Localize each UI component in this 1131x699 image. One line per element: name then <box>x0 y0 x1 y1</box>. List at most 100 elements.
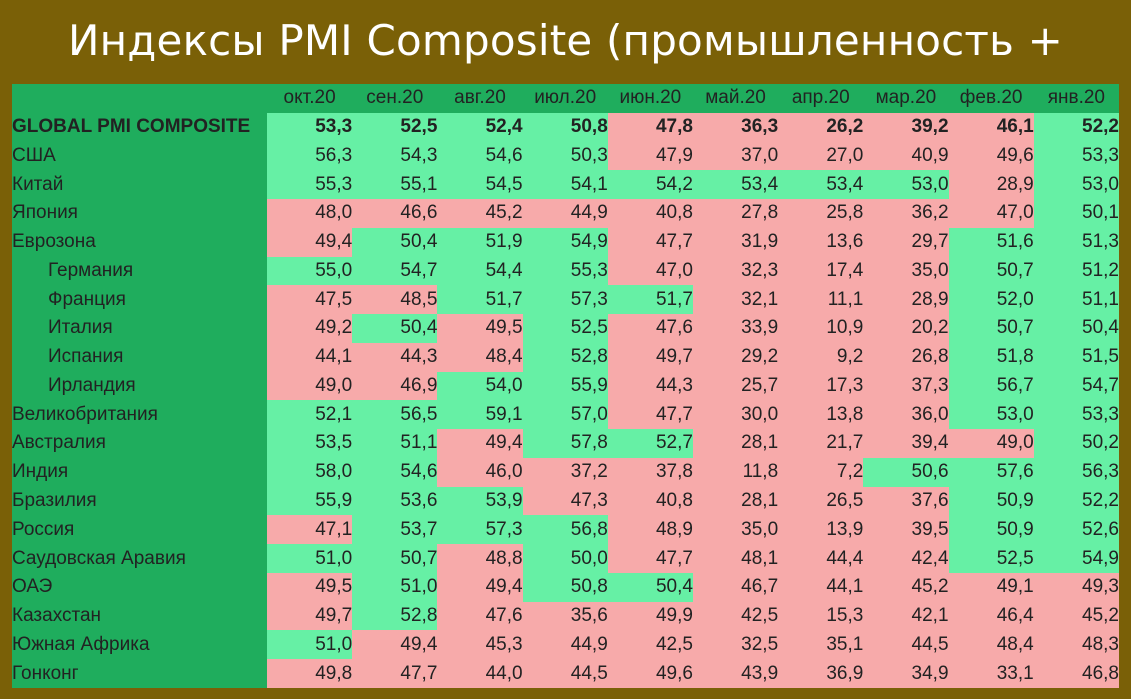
value-cell: 50,0 <box>522 544 608 573</box>
table-row: Россия 47,1 53,7 57,3 56,8 48,9 35,0 13,9 39,5 50… <box>12 515 1119 545</box>
column-header: окт.20 <box>267 84 353 113</box>
row-label: Ирландия <box>12 371 268 401</box>
value-cell: 49,4 <box>437 572 523 602</box>
table-row: Австралия 53,5 51,1 49,4 57,8 52,7 28,1 21,7 39,… <box>12 429 1119 458</box>
value-cell: 30,0 <box>692 400 779 430</box>
value-cell: 50,4 <box>352 227 438 257</box>
value-cell: 32,5 <box>692 630 779 660</box>
value-cell: 50,4 <box>607 572 693 602</box>
value-cell: 47,5 <box>267 285 353 315</box>
value-cell: 37,6 <box>863 486 949 516</box>
value-cell: 49,4 <box>352 630 438 660</box>
value-cell: 50,4 <box>1033 314 1119 343</box>
value-cell: 47,6 <box>607 314 693 343</box>
value-cell: 49,4 <box>267 227 353 257</box>
value-cell: 49,5 <box>437 314 523 343</box>
value-cell: 52,5 <box>948 544 1034 573</box>
value-cell: 47,3 <box>522 486 608 516</box>
value-cell: 44,9 <box>522 198 608 228</box>
value-cell: 20,2 <box>863 314 949 343</box>
value-cell: 39,5 <box>863 515 949 545</box>
value-cell: 51,7 <box>437 285 523 315</box>
table-row: США 56,3 54,3 54,6 50,3 47,9 37,0 27,0 40,9 49,6 5… <box>12 141 1119 171</box>
value-cell: 48,0 <box>267 198 353 228</box>
value-cell: 37,3 <box>863 371 949 401</box>
value-cell: 37,8 <box>607 457 693 487</box>
table-row: Гонконг 49,8 47,7 44,0 44,5 49,6 43,9 36,9 34,9 3… <box>12 659 1119 688</box>
value-cell: 36,9 <box>778 659 864 688</box>
value-cell: 51,0 <box>352 572 438 602</box>
value-cell: 48,3 <box>1033 630 1119 660</box>
value-cell: 44,3 <box>607 371 693 401</box>
value-cell: 13,6 <box>778 227 864 257</box>
pmi-table-container: окт.20 сен.20 авг.20 июл.20 июн.20 май.20 апр.… <box>12 84 1119 688</box>
column-header: сен.20 <box>352 84 438 113</box>
table-row: Казахстан 49,7 52,8 47,6 35,6 49,9 42,5 15,3 42,… <box>12 601 1119 631</box>
row-label: GLOBAL PMI COMPOSITE <box>12 112 268 142</box>
value-cell: 28,1 <box>692 429 779 458</box>
value-cell: 42,5 <box>607 630 693 660</box>
table-row: Ирландия 49,0 46,9 54,0 55,9 44,3 25,7 17,3 37,3… <box>12 371 1119 401</box>
value-cell: 49,4 <box>437 429 523 458</box>
value-cell: 50,7 <box>352 544 438 573</box>
header-row: окт.20 сен.20 авг.20 июл.20 июн.20 май.20 апр.… <box>12 84 1119 113</box>
value-cell: 52,7 <box>607 429 693 458</box>
row-label: ОАЭ <box>12 572 268 602</box>
value-cell: 11,8 <box>692 457 779 487</box>
value-cell: 55,1 <box>352 170 438 199</box>
value-cell: 51,9 <box>437 227 523 257</box>
value-cell: 49,2 <box>267 314 353 343</box>
value-cell: 13,9 <box>778 515 864 545</box>
table-row: Южная Африка 51,0 49,4 45,3 44,9 42,5 32,5 35,1… <box>12 630 1119 660</box>
value-cell: 47,1 <box>267 515 353 545</box>
value-cell: 46,6 <box>352 198 438 228</box>
row-label: Австралия <box>12 429 268 458</box>
value-cell: 37,0 <box>692 141 779 171</box>
value-cell: 25,7 <box>692 371 779 401</box>
value-cell: 47,0 <box>607 256 693 286</box>
value-cell: 42,4 <box>863 544 949 573</box>
value-cell: 50,8 <box>522 572 608 602</box>
table-row: Китай 55,3 55,1 54,5 54,1 54,2 53,4 53,4 53,0 28,… <box>12 170 1119 199</box>
value-cell: 50,8 <box>522 112 608 142</box>
row-label: Саудовская Аравия <box>12 544 268 573</box>
row-label: Франция <box>12 285 268 315</box>
value-cell: 51,1 <box>1033 285 1119 315</box>
value-cell: 54,5 <box>437 170 523 199</box>
value-cell: 53,3 <box>267 112 353 142</box>
value-cell: 47,9 <box>607 141 693 171</box>
value-cell: 33,9 <box>692 314 779 343</box>
table-row: GLOBAL PMI COMPOSITE 53,3 52,5 52,4 50,8 47,8… <box>12 112 1119 142</box>
table-row: Индия 58,0 54,6 46,0 37,2 37,8 11,8 7,2 50,6 57,6… <box>12 457 1119 487</box>
value-cell: 56,3 <box>267 141 353 171</box>
table-row: Германия 55,0 54,7 54,4 55,3 47,0 32,3 17,4 35,0… <box>12 256 1119 286</box>
value-cell: 44,5 <box>522 659 608 688</box>
value-cell: 50,7 <box>948 256 1034 286</box>
value-cell: 45,2 <box>437 198 523 228</box>
value-cell: 56,5 <box>352 400 438 430</box>
value-cell: 28,1 <box>692 486 779 516</box>
value-cell: 29,7 <box>863 227 949 257</box>
value-cell: 44,1 <box>778 572 864 602</box>
value-cell: 49,0 <box>267 371 353 401</box>
value-cell: 47,7 <box>352 659 438 688</box>
value-cell: 48,5 <box>352 285 438 315</box>
row-label: США <box>12 141 268 171</box>
value-cell: 43,9 <box>692 659 779 688</box>
value-cell: 55,9 <box>267 486 353 516</box>
value-cell: 55,0 <box>267 256 353 286</box>
table-row: Италия 49,2 50,4 49,5 52,5 47,6 33,9 10,9 20,2 50… <box>12 314 1119 343</box>
row-label: Китай <box>12 170 268 199</box>
value-cell: 50,4 <box>352 314 438 343</box>
value-cell: 57,3 <box>437 515 523 545</box>
value-cell: 53,5 <box>267 429 353 458</box>
value-cell: 49,7 <box>267 601 353 631</box>
value-cell: 52,8 <box>522 342 608 372</box>
row-label: Испания <box>12 342 268 372</box>
value-cell: 13,8 <box>778 400 864 430</box>
value-cell: 47,7 <box>607 544 693 573</box>
value-cell: 29,2 <box>692 342 779 372</box>
value-cell: 52,4 <box>437 112 523 142</box>
value-cell: 52,1 <box>267 400 353 430</box>
value-cell: 15,3 <box>778 601 864 631</box>
